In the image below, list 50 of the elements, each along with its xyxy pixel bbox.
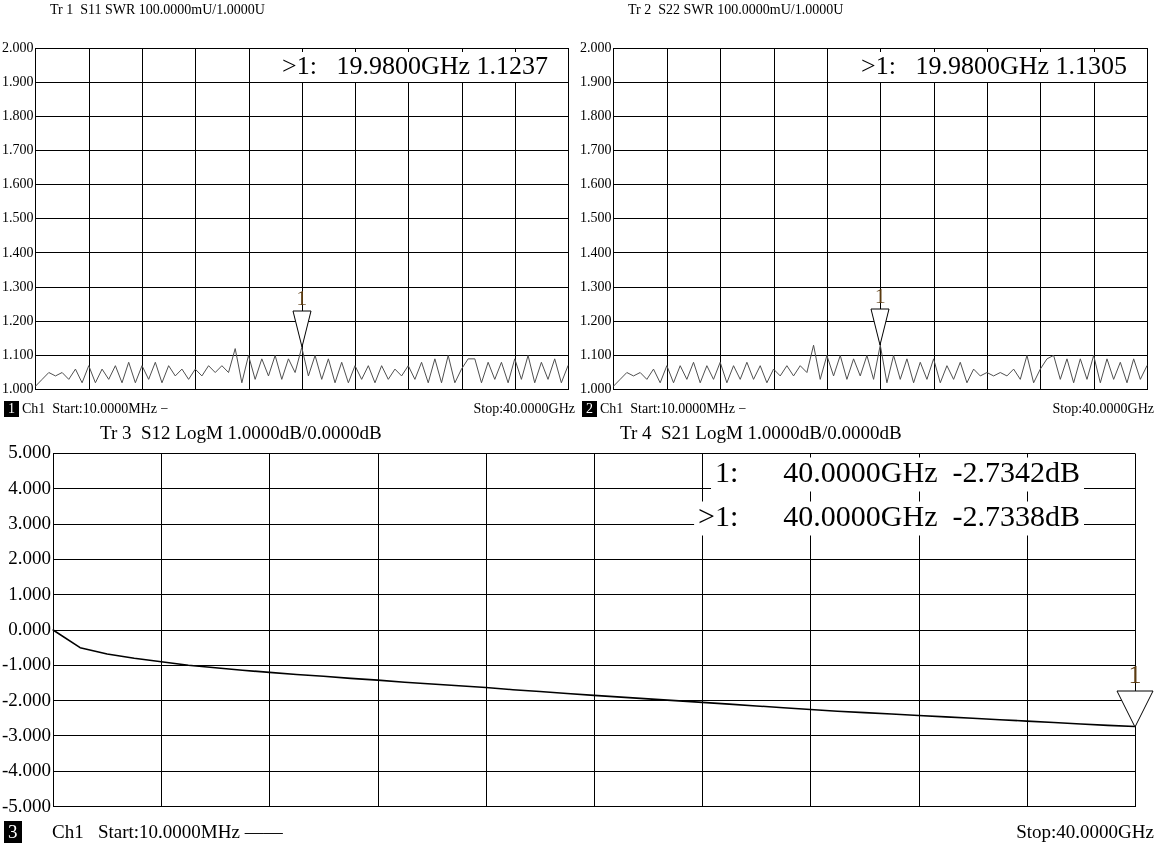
y-tick-label: 3.000 [8,512,52,534]
annotation: >1: 19.9800GHz 1.1305 [861,50,1127,80]
y-tick-label: 1.500 [2,210,34,226]
y-tick-label: 1.800 [2,107,34,123]
y-tick-label: -3.000 [2,723,52,745]
text: Ch1 Start:10.0000MHz − [600,401,747,417]
text: 1 [4,401,19,417]
y-tick-label: -5.000 [2,794,52,816]
y-tick-label: 5.000 [8,441,52,463]
y-tick-label: 1.600 [2,176,34,192]
y-tick-label: 1.400 [580,244,612,260]
y-tick-label: 1.100 [2,347,34,363]
y-tick-label: 1.800 [580,107,612,123]
chart-title: Tr 1 S11 SWR 100.0000mU/1.0000U [50,2,265,18]
y-tick-label: 0.000 [8,617,52,639]
text: Ch1 Start:10.0000MHz —— [52,821,283,843]
text: 3 [4,821,22,843]
y-tick-label: 1.200 [580,312,612,328]
text: Ch1 Start:10.0000MHz − [22,401,169,417]
chart-title: Tr 2 S22 SWR 100.0000mU/1.0000U [628,2,844,18]
text: 2 [582,401,597,417]
chart-title: Tr 3 S12 LogM 1.0000dB/0.0000dB [100,422,382,444]
y-tick-label: 1.000 [8,582,52,604]
y-tick-label: 1.500 [580,210,612,226]
text: Stop:40.0000GHz [1052,401,1154,417]
y-tick-label: -2.000 [2,688,52,710]
annotation: >1: 40.0000GHz -2.7338dB [698,499,1080,533]
annotation: >1: 19.9800GHz 1.1237 [282,50,548,80]
y-tick-label: 2.000 [580,39,612,55]
y-tick-label: 1.000 [580,381,612,397]
y-tick-label: 4.000 [8,476,52,498]
y-tick-label: -1.000 [2,653,52,675]
y-tick-label: 1.300 [580,278,612,294]
y-tick-label: 1.300 [2,278,34,294]
y-tick-label: 2.000 [8,547,52,569]
y-tick-label: 1.600 [580,176,612,192]
y-tick-label: 1.700 [2,142,34,158]
y-tick-label: 1.200 [2,312,34,328]
annotation: 1: 40.0000GHz -2.7342dB [715,455,1080,489]
text: Stop:40.0000GHz [1016,821,1154,843]
y-tick-label: 1.900 [2,73,34,89]
y-tick-label: 1.000 [2,381,34,397]
y-tick-label: 1.100 [580,347,612,363]
chart-subtitle: Tr 4 S21 LogM 1.0000dB/0.0000dB [620,422,902,444]
y-tick-label: -4.000 [2,759,52,781]
y-tick-label: 1.900 [580,73,612,89]
y-tick-label: 2.000 [2,39,34,55]
text: Stop:40.0000GHz [473,401,575,417]
y-tick-label: 1.700 [580,142,612,158]
y-tick-label: 1.400 [2,244,34,260]
